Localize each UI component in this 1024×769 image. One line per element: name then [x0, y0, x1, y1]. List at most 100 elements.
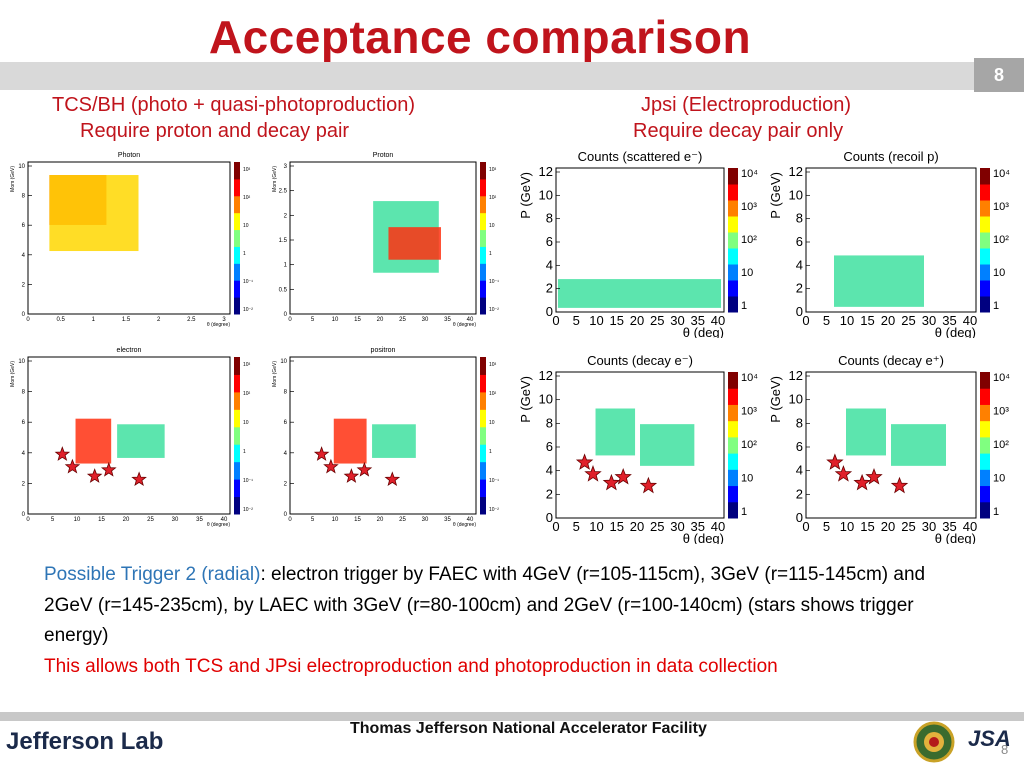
x-tick: 0 [288, 517, 292, 523]
y-tick: 4 [284, 451, 288, 457]
right-header-line1: Jpsi (Electroproduction) [641, 94, 852, 116]
colorbar-segment [980, 501, 990, 519]
x-tick: 20 [881, 519, 895, 534]
colorbar-segment [480, 391, 486, 410]
y-tick: 2 [796, 486, 803, 501]
y-tick: 4 [546, 463, 553, 478]
colorbar-segment [480, 409, 486, 428]
x-axis-label: θ (deg) [683, 531, 724, 544]
x-tick: 1 [92, 317, 96, 323]
colorbar-tick: 10⁻¹ [243, 279, 253, 285]
colorbar-segment [234, 229, 240, 247]
x-tick: 20 [377, 317, 384, 323]
density-region [557, 279, 722, 308]
colorbar-segment [728, 453, 738, 470]
colorbar-segment [480, 357, 486, 375]
colorbar-segment [980, 200, 990, 217]
x-tick: 40 [467, 317, 474, 323]
trigger-star-icon [313, 446, 330, 461]
x-tick: 0 [552, 313, 559, 328]
colorbar-segment [980, 168, 990, 185]
colorbar-segment [480, 178, 486, 197]
trigger-star-icon [343, 468, 360, 483]
x-tick: 0 [26, 317, 30, 323]
y-tick: 0 [284, 312, 288, 318]
density-region [891, 424, 946, 466]
x-tick: 0 [552, 519, 559, 534]
x-tick: 30 [172, 517, 179, 523]
colorbar-tick: 10 [243, 223, 249, 229]
colorbar-tick: 10 [489, 223, 495, 229]
colorbar-tick: 10⁻² [489, 507, 499, 513]
x-tick: 40 [963, 519, 977, 534]
colorbar-segment [980, 232, 990, 249]
x-tick: 35 [444, 317, 451, 323]
y-tick: 8 [546, 415, 553, 430]
colorbar-segment [728, 372, 738, 389]
y-tick: 4 [796, 463, 803, 478]
colorbar-tick: 1 [993, 300, 999, 312]
colorbar-segment [980, 216, 990, 233]
y-axis-label: Mom (GeV) [10, 361, 16, 387]
x-tick: 20 [630, 313, 644, 328]
y-tick: 10 [539, 392, 553, 407]
x-tick: 2 [157, 317, 161, 323]
colorbar-segment [480, 212, 486, 231]
trigger-star-icon [131, 471, 147, 487]
colorbar-tick: 10⁻¹ [489, 279, 499, 285]
trigger-star-icon [86, 468, 103, 483]
x-tick: 30 [422, 517, 429, 523]
plot-photon: Photon 10³ 10² 10 1 10⁻¹ 10⁻² 10 8 6 4 2 0 0 0.5 1 1.5 2 2… [8, 148, 264, 328]
colorbar-segment [480, 263, 486, 281]
plot-recoil_p: Counts (recoil p) 10⁴ 10³ 10² 10 1 12 10 8 6 4 2 0 0 5… [768, 148, 1020, 338]
y-tick: 6 [796, 234, 803, 249]
plot-title: Proton [373, 152, 394, 159]
colorbar-tick: 10⁻² [489, 307, 499, 313]
left-header-line2: Require proton and decay pair [80, 120, 350, 142]
colorbar-segment [480, 479, 486, 498]
y-tick: 2 [22, 481, 26, 487]
x-tick: 40 [221, 517, 228, 523]
x-tick: 1.5 [122, 317, 131, 323]
colorbar-tick: 10⁴ [993, 168, 1010, 180]
y-tick: 8 [22, 390, 26, 396]
x-tick: 0 [802, 519, 809, 534]
colorbar-segment [980, 485, 990, 503]
colorbar-tick: 1 [993, 506, 999, 518]
trigger-star-icon [639, 476, 658, 494]
density-region [388, 227, 441, 260]
plot-title: electron [117, 347, 142, 354]
colorbar-segment [728, 280, 738, 297]
x-tick: 0 [26, 517, 30, 523]
x-tick: 5 [311, 517, 315, 523]
colorbar-segment [980, 453, 990, 470]
trigger-star-icon [100, 461, 117, 477]
y-tick: 0 [796, 510, 803, 525]
density-region [372, 424, 416, 458]
colorbar-tick: 10 [741, 473, 753, 485]
colorbar-tick: 1 [489, 251, 492, 257]
colorbar-segment [234, 212, 240, 231]
colorbar-segment [980, 264, 990, 281]
colorbar-segment [728, 436, 738, 454]
colorbar-segment [234, 297, 240, 315]
x-axis-label: θ (degree) [453, 322, 476, 328]
density-region [49, 175, 139, 252]
x-tick: 10 [332, 317, 339, 323]
y-axis-label: P (GeV) [768, 172, 783, 219]
x-tick: 30 [922, 313, 936, 328]
slide-title: Acceptance comparison [208, 11, 752, 63]
colorbar-segment [728, 248, 738, 265]
colorbar-tick: 10² [243, 391, 251, 397]
density-region [595, 408, 636, 456]
right-header-line2: Require decay pair only [633, 120, 844, 142]
y-axis-label: P (GeV) [768, 376, 783, 423]
x-tick: 35 [444, 517, 451, 523]
x-tick: 30 [670, 519, 684, 534]
y-tick: 4 [796, 257, 803, 272]
trigger-star-icon [890, 476, 909, 494]
y-tick: 0.5 [279, 287, 288, 293]
colorbar-segment [980, 388, 990, 405]
y-tick: 1.5 [279, 238, 288, 244]
x-tick: 35 [942, 313, 956, 328]
